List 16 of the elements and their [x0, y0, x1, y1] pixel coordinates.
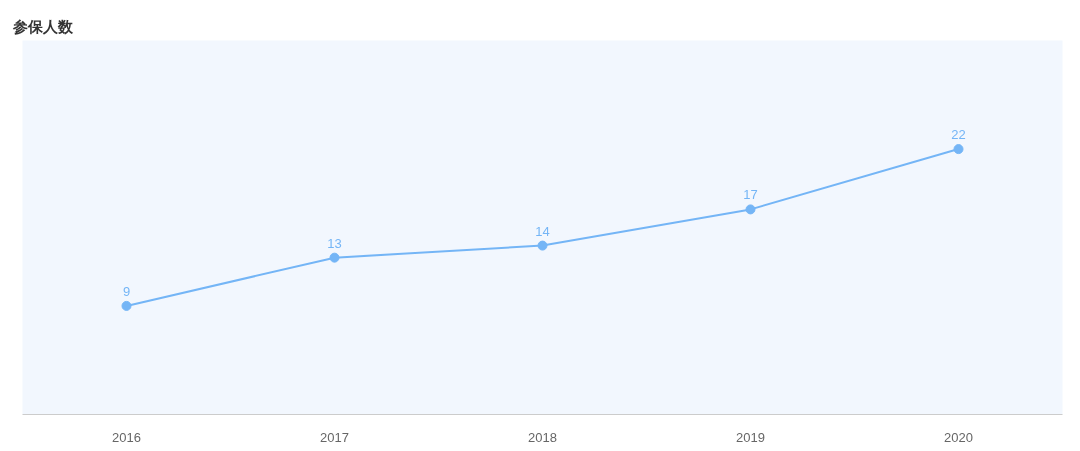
- point: [953, 144, 964, 155]
- x-tick-label: 2019: [736, 429, 765, 445]
- x-tick-label: 2016: [112, 429, 141, 445]
- x-tick-label: 2020: [944, 429, 973, 445]
- data-label: 13: [327, 235, 342, 251]
- point: [745, 204, 756, 215]
- point: [537, 240, 548, 251]
- data-label: 14: [535, 223, 550, 239]
- x-tick-label: 2018: [528, 429, 557, 445]
- point: [121, 300, 132, 311]
- x-tick-label: 2017: [320, 429, 349, 445]
- data-label: 17: [743, 187, 758, 203]
- data-label: 22: [951, 127, 966, 143]
- data-label: 9: [122, 283, 131, 299]
- point: [329, 252, 340, 263]
- chart-title: 参保人数: [11, 17, 74, 36]
